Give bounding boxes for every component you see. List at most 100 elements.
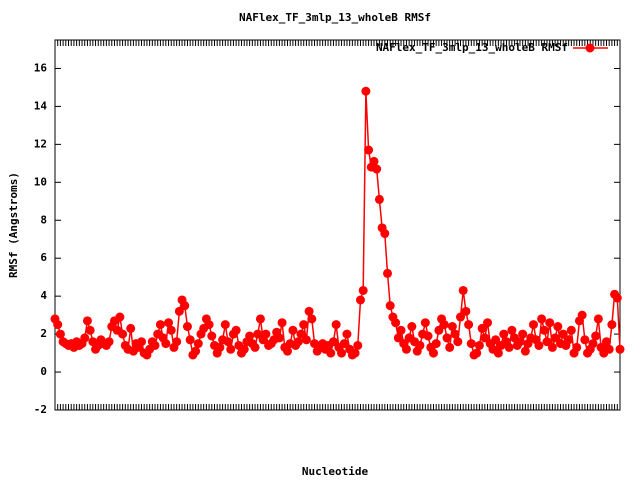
data-point [207, 331, 217, 341]
data-point [85, 325, 95, 335]
data-point [115, 312, 125, 322]
y-tick-label: 4 [40, 289, 47, 302]
data-point [420, 318, 430, 328]
data-point [180, 301, 190, 311]
data-point [537, 314, 547, 324]
data-point [369, 156, 379, 166]
y-tick-label: 16 [34, 61, 48, 74]
data-point [415, 340, 425, 350]
data-point [53, 320, 63, 330]
data-point [277, 318, 287, 328]
data-point [274, 333, 284, 343]
data-point [612, 293, 622, 303]
data-point [104, 337, 114, 347]
data-point [396, 325, 406, 335]
data-point [550, 333, 560, 343]
data-point [226, 344, 236, 354]
data-point [466, 339, 476, 349]
data-point [439, 320, 449, 330]
data-point [453, 337, 463, 347]
y-tick-label: -2 [34, 403, 47, 416]
data-point [593, 314, 603, 324]
data-point [150, 340, 160, 350]
legend-label: NAFlex_TF_3mlp_13_wholeB RMSf [376, 41, 568, 54]
data-point [307, 314, 317, 324]
data-point [255, 314, 265, 324]
data-point [566, 325, 576, 335]
data-point [507, 325, 517, 335]
data-point [342, 329, 352, 339]
data-point [164, 318, 174, 328]
data-point [483, 318, 493, 328]
data-point [374, 194, 384, 204]
y-tick-label: 10 [34, 175, 47, 188]
data-point [477, 323, 487, 333]
data-point [456, 312, 466, 322]
data-point [215, 342, 225, 352]
data-point [464, 320, 474, 330]
data-point [172, 337, 182, 347]
y-tick-label: 0 [40, 365, 47, 378]
data-point [339, 339, 349, 349]
data-point [545, 318, 555, 328]
data-point [423, 331, 433, 341]
data-point [547, 342, 557, 352]
data-point [493, 348, 503, 358]
y-tick-label: 6 [40, 251, 47, 264]
y-axis-label: RMSf (Angstroms) [7, 172, 20, 278]
data-point [353, 340, 363, 350]
data-point [118, 329, 128, 339]
data-point [223, 337, 233, 347]
data-point [220, 320, 230, 330]
data-point [518, 329, 528, 339]
data-point [288, 325, 298, 335]
data-point [515, 337, 525, 347]
plot-frame [54, 39, 621, 411]
data-point [174, 306, 184, 316]
data-point [474, 340, 484, 350]
data-point [364, 145, 374, 155]
data-point [604, 344, 614, 354]
data-point [331, 320, 341, 330]
data-point [293, 337, 303, 347]
data-point [80, 333, 90, 343]
data-point [166, 325, 176, 335]
data-point [558, 329, 568, 339]
data-point [472, 348, 482, 358]
y-tick-label: 12 [34, 137, 47, 150]
y-tick-label: 14 [34, 99, 48, 112]
data-point [491, 335, 501, 345]
data-point [245, 331, 255, 341]
data-point [580, 335, 590, 345]
data-point [553, 322, 563, 332]
data-point [191, 346, 201, 356]
data-point [253, 329, 263, 339]
data-point [504, 342, 514, 352]
y-tick-label: 2 [40, 327, 47, 340]
data-point [299, 320, 309, 330]
data-point [385, 301, 395, 311]
data-point [615, 344, 625, 354]
data-point [480, 333, 490, 343]
data-point [445, 342, 455, 352]
data-point [301, 335, 311, 345]
data-point [126, 323, 136, 333]
data-point [539, 325, 549, 335]
data-point [282, 346, 292, 356]
data-point [442, 333, 452, 343]
data-point [393, 333, 403, 343]
data-point [358, 285, 368, 295]
data-point [520, 346, 530, 356]
data-point [361, 86, 371, 96]
data-point [588, 339, 598, 349]
data-point [542, 337, 552, 347]
data-point [296, 329, 306, 339]
data-point [204, 320, 214, 330]
data-point [428, 348, 438, 358]
data-point [601, 337, 611, 347]
data-point [304, 306, 314, 316]
data-point [185, 335, 195, 345]
data-point [182, 322, 192, 332]
